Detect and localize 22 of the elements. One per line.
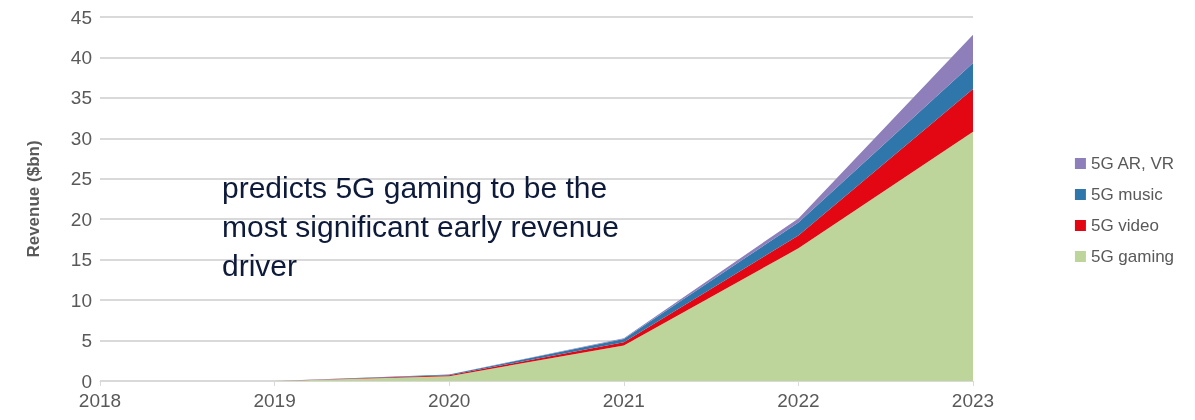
y-axis-title: Revenue ($bn) <box>24 140 43 258</box>
y-tick-label: 15 <box>70 249 92 271</box>
x-tick-label: 2020 <box>428 390 471 411</box>
y-tick-label: 45 <box>70 6 92 28</box>
annotation: predicts 5G gaming to be the most significant early revenue driver <box>222 171 628 282</box>
x-tick-label: 2019 <box>253 390 296 411</box>
legend-label: 5G video <box>1090 216 1159 235</box>
y-tick-label: 20 <box>70 208 92 230</box>
legend-label: 5G music <box>1090 185 1164 204</box>
x-tick-label: 2018 <box>78 390 122 411</box>
y-tick-label: 10 <box>70 289 92 311</box>
x-tick-label: 2021 <box>602 390 645 411</box>
legend-label: 5G gaming <box>1090 247 1175 266</box>
y-tick-label: 40 <box>70 46 92 68</box>
y-tick-label: 30 <box>70 127 92 149</box>
y-tick-label: 0 <box>81 370 92 392</box>
x-tick-label: 2022 <box>777 390 820 411</box>
y-tick-label: 35 <box>70 87 92 109</box>
y-tick-label: 25 <box>70 168 92 190</box>
x-tick-label: 2023 <box>951 390 995 411</box>
legend-label: 5G AR, VR <box>1090 154 1175 173</box>
y-tick-label: 5 <box>81 330 92 352</box>
